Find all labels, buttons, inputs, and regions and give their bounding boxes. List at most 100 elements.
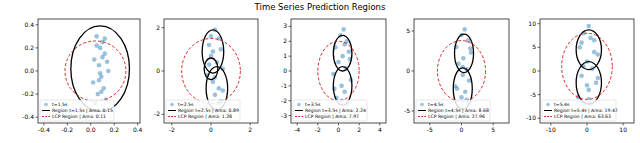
y-tick (412, 111, 415, 112)
background (0, 0, 640, 143)
legend: t=2.5sRegion t=2.5s | Area: 0.89LCP Regi… (166, 100, 240, 121)
point (455, 86, 460, 91)
point (91, 80, 96, 85)
x-tick-label: -2 (315, 126, 321, 133)
point (97, 63, 102, 68)
y-tick-label: 10 (528, 20, 536, 27)
y-tick (36, 71, 39, 72)
x-tick-label: -10 (546, 126, 556, 133)
point (469, 50, 474, 55)
region-ellipse (204, 58, 218, 80)
y-tick (538, 71, 541, 72)
figure: Time Series Prediction Regions -0.4 -0.2 0.… (0, 0, 640, 143)
x-tick-label: 0.2 (109, 126, 119, 133)
panel: -0.4-0.20.00.20.4-0.4-0.20.00.20.4t=1.5s… (22, 19, 142, 133)
y-tick-label: 1 (283, 52, 287, 59)
region-ellipse (576, 62, 601, 105)
legend-swatch (42, 116, 50, 117)
legend-swatch (418, 116, 426, 117)
point (213, 93, 218, 98)
point (207, 62, 212, 67)
frame (38, 19, 140, 123)
point (587, 88, 592, 93)
point (585, 83, 590, 88)
legend: t=1.5sRegion t=1.5s | Area: 0.15LCP Regi… (40, 100, 114, 121)
x-tick-label: 0.4 (133, 126, 143, 133)
point (347, 49, 352, 54)
point (217, 86, 222, 91)
y-tick (162, 27, 165, 28)
region-ellipse (71, 26, 130, 112)
legend-swatch (295, 116, 303, 117)
point (94, 34, 99, 39)
y-tick (162, 71, 165, 72)
y-tick (538, 118, 541, 119)
legend-label: LCP Region | Area: 27.96 (428, 114, 485, 120)
y-tick (289, 115, 292, 116)
legend-swatch (297, 103, 301, 107)
y-tick-label: 0 (406, 67, 410, 74)
region-ellipse (333, 35, 352, 71)
legend-swatch (544, 110, 552, 111)
point (579, 40, 584, 45)
frame (414, 19, 509, 123)
lcp-circle (437, 41, 485, 102)
y-tick-label: 0 (156, 67, 160, 74)
x-tick-label: 4 (378, 126, 382, 133)
x-tick-label: 0 (337, 126, 341, 133)
y-tick-label: 2 (156, 24, 160, 31)
y-tick (538, 47, 541, 48)
y-tick-label: 0 (532, 67, 536, 74)
point (336, 60, 341, 65)
x-tick-label: -4 (294, 126, 300, 133)
legend: t=3.5sRegion t=3.5s | Area: 2.24LCP Regi… (293, 100, 367, 121)
y-tick-label: 0 (283, 67, 287, 74)
point (92, 57, 97, 62)
panel: -10010-10-50510t=5.4sRegion t=5.4s | Are… (526, 19, 634, 133)
y-tick (538, 94, 541, 95)
y-tick-label: -2 (154, 110, 160, 117)
y-tick (36, 47, 39, 48)
y-tick-label: 5 (406, 27, 410, 34)
region-ellipse (202, 30, 224, 73)
panel: -4-2024-3-2-10123t=3.5sRegion t=3.5s | A… (281, 19, 386, 133)
y-tick (162, 114, 165, 115)
y-tick-label: -2 (281, 97, 287, 104)
title: Time Series Prediction Regions (254, 2, 386, 12)
legend-box (40, 100, 114, 121)
point (220, 88, 225, 93)
y-tick-label: 3 (283, 22, 287, 29)
y-tick (412, 31, 415, 32)
point (468, 46, 473, 51)
x-tick-label: -2 (169, 126, 175, 133)
point (209, 34, 214, 39)
y-tick (289, 85, 292, 86)
y-tick-label: -3 (281, 112, 287, 119)
x-tick-label: -0.4 (38, 126, 50, 133)
point (342, 90, 347, 95)
point (587, 24, 592, 29)
region-ellipse (576, 30, 601, 70)
point (94, 43, 99, 48)
point (207, 43, 212, 48)
y-tick-label: 5 (532, 43, 536, 50)
point (460, 73, 465, 78)
y-tick-label: -0.4 (22, 113, 34, 120)
lcp-circle (318, 41, 359, 100)
y-tick-label: 0.4 (24, 21, 34, 28)
point (106, 69, 111, 74)
lcp-circle (65, 41, 126, 101)
y-tick (538, 23, 541, 24)
legend-swatch (42, 110, 50, 111)
y-tick-label: -10 (526, 114, 536, 121)
y-tick (289, 41, 292, 42)
legend-swatch (168, 110, 176, 111)
legend-label: LCP Region | Area: 1.28 (178, 114, 232, 120)
x-tick-label: -0.2 (61, 126, 73, 133)
y-tick-label: -5 (530, 91, 536, 98)
legend-swatch (44, 103, 48, 107)
legend: t=4.5sRegion t=4.5s | Area: 8.68LCP Regi… (416, 100, 490, 121)
legend-label: LCP Region | Area: 63.63 (554, 114, 611, 120)
legend-box (166, 100, 240, 121)
x-tick-label: 2 (248, 126, 252, 133)
